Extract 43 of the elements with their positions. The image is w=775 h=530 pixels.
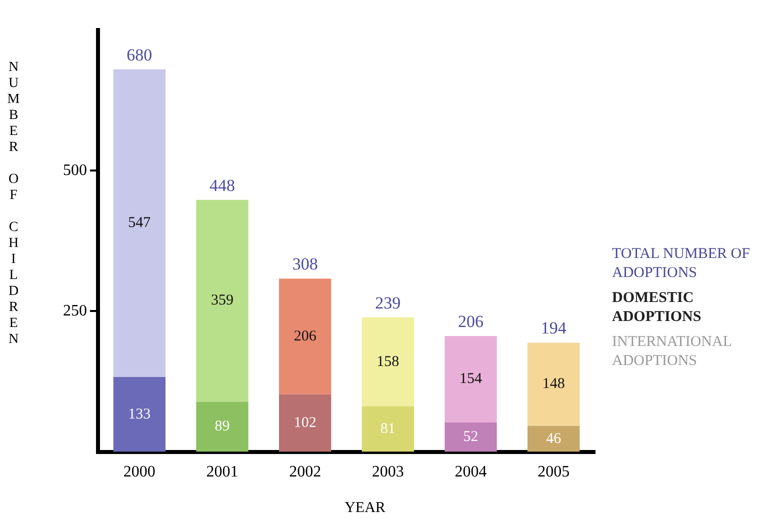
- data-label: 148: [542, 376, 565, 392]
- data-label: 81: [380, 420, 396, 437]
- bar: [362, 317, 414, 406]
- data-label: 158: [376, 354, 400, 370]
- data-label: 133: [128, 406, 151, 422]
- y-tick-label: 500: [63, 162, 87, 179]
- bar: [113, 377, 166, 452]
- bar: [362, 406, 414, 452]
- x-tick-label: 2005: [538, 464, 570, 481]
- data-label: 154: [460, 371, 482, 388]
- bar: [444, 422, 497, 452]
- bar: [196, 200, 248, 402]
- text: INTERNATIONAL ADOPTIONS: [612, 333, 732, 371]
- bar: [278, 394, 332, 452]
- data-label: 89: [214, 418, 230, 435]
- x-axis-title: YEAR: [344, 500, 386, 517]
- total-label: 206: [458, 312, 484, 331]
- x-tick-label: 2001: [206, 464, 238, 481]
- bar: [527, 342, 580, 426]
- y-axis-title: NUMBER OF CHILDREN: [6, 60, 21, 348]
- bar: [196, 402, 248, 452]
- data-label: 359: [211, 292, 234, 309]
- text: DOMESTIC ADOPTIONS: [612, 289, 702, 327]
- bar: [278, 278, 332, 394]
- total-label: 239: [375, 293, 401, 312]
- total-label: 680: [126, 45, 152, 64]
- y-tick-label: 250: [63, 302, 87, 320]
- bar: [444, 336, 497, 423]
- data-label: 46: [546, 430, 562, 447]
- total-label: 194: [540, 318, 567, 338]
- total-label: 308: [292, 254, 318, 274]
- data-label: 206: [294, 328, 317, 344]
- data-label: 102: [294, 415, 316, 432]
- x-tick-label: 2004: [454, 464, 487, 481]
- x-tick-label: 2002: [289, 464, 322, 481]
- x-tick-label: 2000: [123, 464, 156, 481]
- data-label: 547: [128, 215, 152, 232]
- data-label: 52: [463, 429, 478, 446]
- bar: [527, 426, 580, 452]
- total-label: 448: [210, 176, 235, 195]
- x-tick-label: 2003: [372, 464, 404, 481]
- bar: [113, 69, 166, 377]
- text: TOTAL NUMBER OF ADOPTIONS: [612, 245, 751, 283]
